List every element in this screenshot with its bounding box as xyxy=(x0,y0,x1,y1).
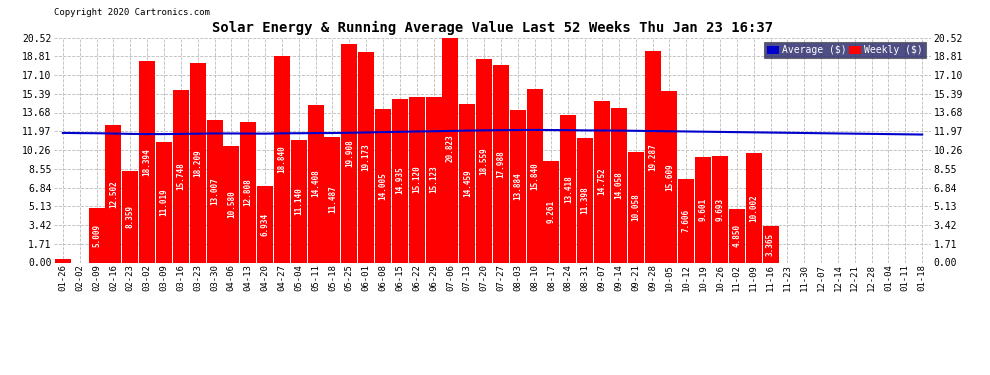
Text: 12.502: 12.502 xyxy=(109,180,118,208)
Text: 14.752: 14.752 xyxy=(598,168,607,195)
Text: 12.808: 12.808 xyxy=(244,178,252,206)
Text: 15.120: 15.120 xyxy=(412,166,421,194)
Text: 10.058: 10.058 xyxy=(632,194,641,221)
Bar xyxy=(611,108,627,262)
Bar xyxy=(527,89,543,262)
Bar xyxy=(594,101,610,262)
Bar xyxy=(459,104,475,262)
Bar xyxy=(54,259,71,262)
Bar xyxy=(443,34,458,262)
Text: 4.850: 4.850 xyxy=(733,224,742,248)
Bar xyxy=(426,97,442,262)
Bar xyxy=(745,153,761,262)
Bar xyxy=(409,97,425,262)
Bar xyxy=(375,109,391,262)
Bar xyxy=(241,122,256,262)
Text: 17.988: 17.988 xyxy=(496,150,506,178)
Text: 19.908: 19.908 xyxy=(345,140,353,167)
Bar xyxy=(207,120,223,262)
Text: 13.007: 13.007 xyxy=(210,177,219,205)
Text: 18.559: 18.559 xyxy=(479,147,489,175)
Bar xyxy=(274,56,290,262)
Text: 19.173: 19.173 xyxy=(361,144,370,171)
Text: 11.398: 11.398 xyxy=(581,186,590,214)
Bar xyxy=(628,152,644,262)
Bar xyxy=(140,61,155,262)
Bar xyxy=(712,156,728,262)
Text: 11.487: 11.487 xyxy=(328,186,337,213)
Text: 20.823: 20.823 xyxy=(446,135,454,162)
Bar xyxy=(392,99,408,262)
Text: 11.140: 11.140 xyxy=(294,188,303,215)
Bar xyxy=(476,59,492,262)
Text: 13.418: 13.418 xyxy=(564,175,573,203)
Text: 5.009: 5.009 xyxy=(92,224,101,247)
Bar xyxy=(560,116,576,262)
Bar xyxy=(358,52,374,262)
Text: 13.884: 13.884 xyxy=(513,172,523,200)
Legend: Average ($), Weekly ($): Average ($), Weekly ($) xyxy=(764,42,926,58)
Bar xyxy=(644,51,660,262)
Text: 10.002: 10.002 xyxy=(749,194,758,222)
Bar xyxy=(224,147,240,262)
Bar xyxy=(156,142,172,262)
Text: 10.580: 10.580 xyxy=(227,190,236,218)
Text: 14.005: 14.005 xyxy=(378,172,387,200)
Bar xyxy=(729,209,744,262)
Bar xyxy=(762,226,778,262)
Bar xyxy=(493,65,509,262)
Bar xyxy=(291,140,307,262)
Bar xyxy=(88,208,105,262)
Text: 8.359: 8.359 xyxy=(126,205,135,228)
Text: 18.840: 18.840 xyxy=(277,146,286,173)
Bar xyxy=(577,138,593,262)
Bar xyxy=(105,125,122,262)
Text: 19.287: 19.287 xyxy=(648,143,657,171)
Text: 9.693: 9.693 xyxy=(716,198,725,221)
Text: 9.601: 9.601 xyxy=(699,198,708,221)
Bar xyxy=(661,92,677,262)
Bar xyxy=(308,105,324,262)
Bar xyxy=(544,161,559,262)
Title: Solar Energy & Running Average Value Last 52 Weeks Thu Jan 23 16:37: Solar Energy & Running Average Value Las… xyxy=(212,21,773,35)
Text: 15.748: 15.748 xyxy=(176,162,185,190)
Text: 14.459: 14.459 xyxy=(462,170,472,197)
Text: 7.606: 7.606 xyxy=(682,209,691,232)
Text: 14.935: 14.935 xyxy=(395,167,404,195)
Text: 15.840: 15.840 xyxy=(531,162,540,189)
Bar xyxy=(342,44,357,262)
Bar xyxy=(123,171,139,262)
Bar xyxy=(257,186,273,262)
Text: 18.209: 18.209 xyxy=(193,149,202,177)
Bar xyxy=(190,63,206,262)
Bar xyxy=(695,157,711,262)
Text: 15.609: 15.609 xyxy=(665,163,674,191)
Text: 3.365: 3.365 xyxy=(766,232,775,256)
Text: 11.019: 11.019 xyxy=(159,188,168,216)
Text: 15.123: 15.123 xyxy=(429,166,438,194)
Text: 14.408: 14.408 xyxy=(311,170,320,197)
Text: Copyright 2020 Cartronics.com: Copyright 2020 Cartronics.com xyxy=(54,8,210,17)
Bar xyxy=(510,110,526,262)
Bar xyxy=(678,179,694,262)
Text: 9.261: 9.261 xyxy=(547,200,556,223)
Bar xyxy=(173,90,189,262)
Text: 6.934: 6.934 xyxy=(260,213,269,236)
Bar xyxy=(325,136,341,262)
Text: 14.058: 14.058 xyxy=(615,171,624,199)
Text: 18.394: 18.394 xyxy=(143,148,151,176)
